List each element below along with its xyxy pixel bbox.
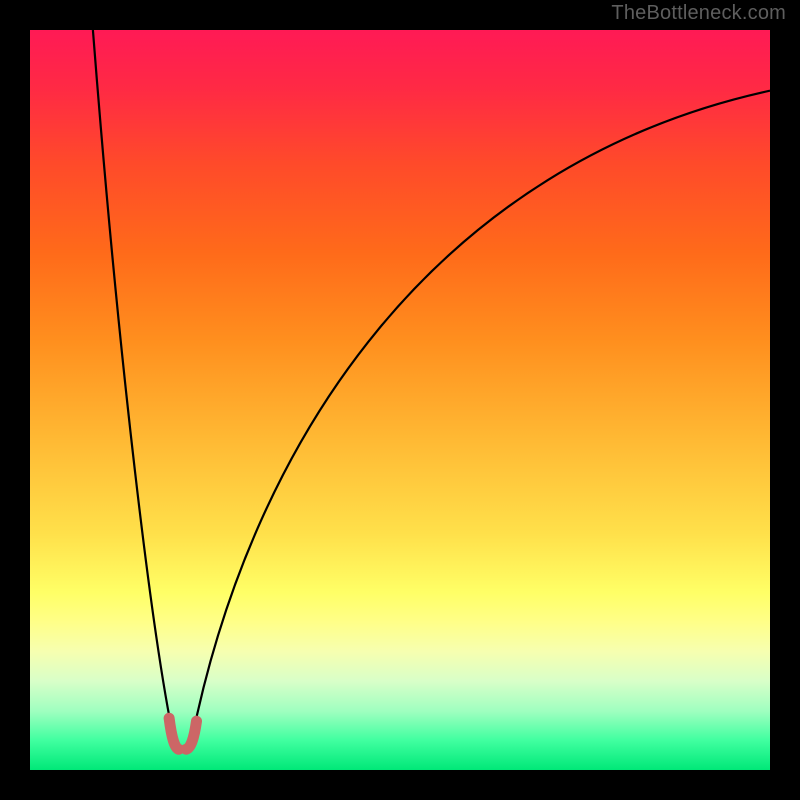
plot-background <box>30 30 770 770</box>
chart-frame: TheBottleneck.com <box>0 0 800 800</box>
chart-svg <box>0 0 800 800</box>
watermark-text: TheBottleneck.com <box>611 2 786 25</box>
